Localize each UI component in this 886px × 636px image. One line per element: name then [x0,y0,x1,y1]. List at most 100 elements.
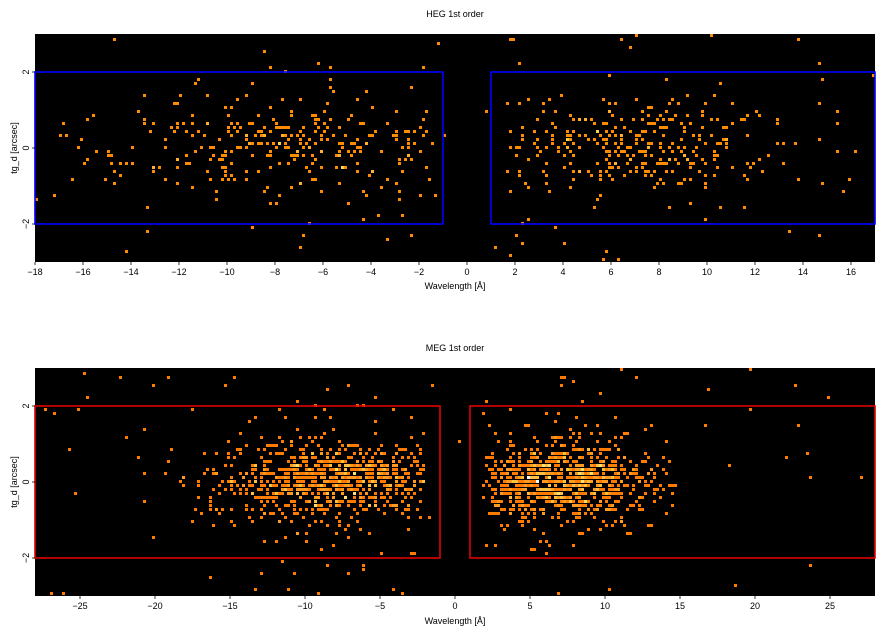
meg-event-bin [299,488,302,491]
meg-event-bin [341,476,344,479]
meg-event-bin [593,476,596,479]
heg-event-bin [584,134,587,137]
meg-event-bin [359,484,362,487]
meg-event-bin [275,492,278,495]
heg-event-bin [407,154,410,157]
heg-event-bin [191,186,194,189]
heg-event-bin [545,174,548,177]
meg-event-bin [374,396,377,399]
meg-event-bin [323,464,326,467]
meg-event-bin [497,468,500,471]
meg-event-bin [503,508,506,511]
meg-event-bin [422,464,425,467]
meg-event-bin [647,456,650,459]
meg-event-bin [488,468,491,471]
heg-y-axis-label: tg_d [arcsec] [9,122,19,174]
meg-event-bin [338,464,341,467]
heg-event-bin [320,134,323,137]
meg-event-bin [797,424,800,427]
meg-event-bin [596,424,599,427]
meg-event-bin [182,484,185,487]
meg-event-bin [575,472,578,475]
meg-event-bin [341,472,344,475]
meg-event-bin [269,444,272,447]
heg-event-bin [746,162,749,165]
heg-event-bin [626,154,629,157]
meg-event-bin [296,464,299,467]
meg-event-bin [293,484,296,487]
meg-event-bin [413,492,416,495]
meg-event-bin [335,476,338,479]
meg-event-bin [260,480,263,483]
meg-event-bin [596,480,599,483]
meg-event-bin [578,504,581,507]
heg-event-bin [692,162,695,165]
meg-event-bin [563,452,566,455]
meg-event-bin [503,464,506,467]
meg-event-bin [281,476,284,479]
heg-event-bin [227,178,230,181]
meg-event-bin [200,512,203,515]
meg-event-bin [620,480,623,483]
meg-event-bin [305,532,308,535]
heg-event-bin [659,162,662,165]
meg-event-bin [320,504,323,507]
heg-event-bin [194,150,197,153]
heg-event-bin [719,82,722,85]
meg-event-bin [242,484,245,487]
heg-event-bin [746,134,749,137]
heg-event-bin [86,118,89,121]
heg-event-bin [605,150,608,153]
meg-event-bin [287,504,290,507]
heg-event-bin [143,94,146,97]
meg-event-bin [644,428,647,431]
meg-event-bin [641,508,644,511]
meg-event-bin [374,496,377,499]
meg-event-bin [302,492,305,495]
heg-event-bin [641,138,644,141]
meg-event-bin [326,488,329,491]
meg-event-bin [335,500,338,503]
meg-event-bin [263,504,266,507]
meg-event-bin [293,512,296,515]
heg-event-bin [245,178,248,181]
meg-event-bin [530,452,533,455]
meg-event-bin [344,464,347,467]
meg-event-bin [314,416,317,419]
heg-event-bin [596,130,599,133]
meg-event-bin [329,468,332,471]
heg-event-bin [545,130,548,133]
meg-event-bin [368,468,371,471]
heg-event-bin [290,186,293,189]
heg-event-bin [152,122,155,125]
meg-event-bin [503,484,506,487]
heg-event-bin [311,114,314,117]
meg-event-bin [347,488,350,491]
heg-event-bin [596,162,599,165]
heg-event-bin [443,134,446,137]
meg-event-bin [497,504,500,507]
meg-event-bin [392,456,395,459]
meg-event-bin [572,484,575,487]
meg-event-bin [551,492,554,495]
meg-event-bin [554,500,557,503]
meg-event-bin [269,452,272,455]
meg-event-bin [209,576,212,579]
heg-event-bin [560,94,563,97]
meg-event-bin [569,476,572,479]
meg-event-bin [347,472,350,475]
meg-event-bin [611,524,614,527]
meg-event-bin [572,444,575,447]
heg-event-bin [788,230,791,233]
meg-event-bin [347,384,350,387]
meg-event-bin [305,460,308,463]
meg-event-bin [557,480,560,483]
heg-event-bin [542,170,545,173]
meg-event-bin [359,504,362,507]
meg-event-bin [416,472,419,475]
meg-event-bin [488,424,491,427]
heg-event-bin [506,170,509,173]
meg-event-bin [266,468,269,471]
meg-event-bin [521,500,524,503]
meg-event-bin [251,472,254,475]
